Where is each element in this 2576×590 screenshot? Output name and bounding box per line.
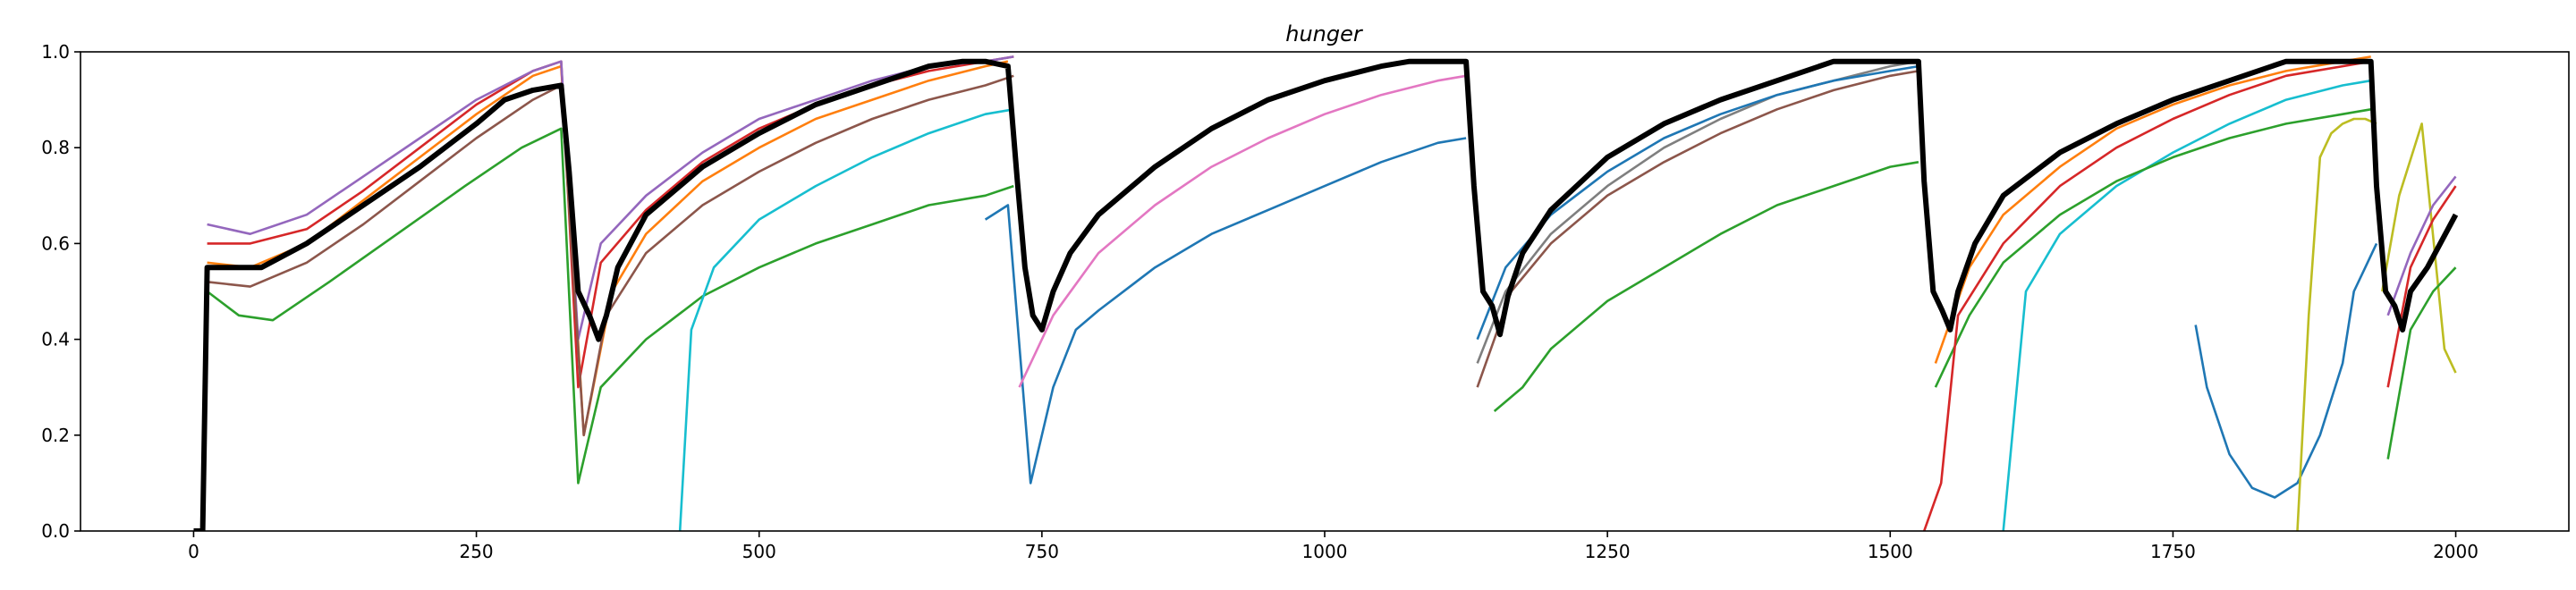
series-line-21: [2386, 266, 2457, 459]
y-tick-label: 0.2: [41, 425, 70, 446]
x-tick-label: 2000: [2433, 541, 2479, 562]
y-tick-label: 1.0: [41, 41, 70, 63]
series-line-18: [1922, 60, 2371, 531]
y-tick-label: 0.4: [41, 329, 70, 350]
series-line-19: [2386, 175, 2457, 316]
series-line-5: [1493, 161, 1919, 412]
series-line-10: [1476, 60, 1919, 364]
series-line-14: [2002, 79, 2371, 531]
x-tick-label: 750: [1025, 541, 1059, 562]
series-line-9: [1018, 74, 1467, 388]
series-line-17: [1934, 108, 2371, 388]
y-tick-label: 0.0: [41, 520, 70, 542]
series-line-7: [207, 55, 1014, 341]
series-line-12: [2381, 122, 2457, 374]
series-line-2: [984, 137, 1467, 485]
x-tick-label: 500: [742, 541, 776, 562]
x-tick-label: 1000: [1302, 541, 1348, 562]
x-tick-label: 250: [459, 541, 493, 562]
series-line-22: [1476, 70, 1919, 388]
x-tick-label: 0: [188, 541, 199, 562]
mean-line: [193, 58, 2459, 531]
x-tick-label: 1500: [1868, 541, 1913, 562]
series-group: [193, 55, 2459, 531]
series-line-16: [1934, 55, 2371, 364]
axes: 0 250 500 750 1000 1250 1500 1750 2000 0.0 0.2 0.4 0…: [41, 41, 2570, 562]
y-tick-label: 0.8: [41, 137, 70, 158]
series-line-11: [2296, 117, 2377, 531]
x-tick-label: 1250: [1585, 541, 1631, 562]
x-tick-label: 1750: [2150, 541, 2196, 562]
chart-title: hunger: [1285, 21, 1364, 46]
series-line-8: [207, 74, 1014, 437]
y-tick-label: 0.6: [41, 232, 70, 254]
series-line-4: [206, 127, 1014, 485]
plot-area: [193, 55, 2459, 531]
series-line-13: [678, 108, 1014, 531]
series-line-1: [2194, 242, 2378, 499]
